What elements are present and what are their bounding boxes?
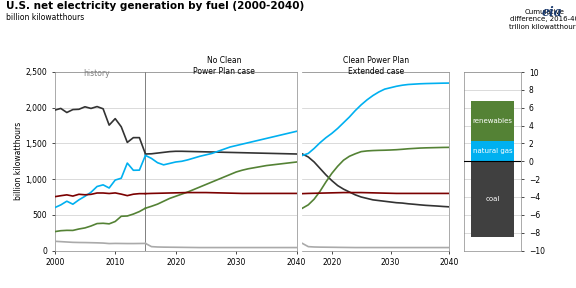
Text: Clean Power Plan
Extended case: Clean Power Plan Extended case: [343, 56, 409, 76]
Text: history: history: [84, 69, 111, 78]
Bar: [471, 101, 514, 141]
Text: coal: coal: [303, 149, 317, 156]
Text: natural gas: natural gas: [303, 127, 342, 133]
Bar: [471, 141, 514, 161]
Text: U.S. net electricity generation by fuel (2000-2040): U.S. net electricity generation by fuel …: [6, 1, 304, 12]
Text: renewables: renewables: [472, 118, 513, 124]
Text: natural gas: natural gas: [473, 148, 512, 154]
Text: coal: coal: [486, 196, 499, 202]
Text: other: other: [303, 244, 321, 250]
Bar: [471, 161, 514, 237]
Text: Cumulative
difference, 2016-40
trilion kilowatthours: Cumulative difference, 2016-40 trilion k…: [509, 9, 576, 30]
Text: eia: eia: [541, 6, 562, 19]
Text: renewables: renewables: [303, 158, 343, 164]
Y-axis label: billion kilowatthours: billion kilowatthours: [14, 122, 22, 200]
Text: nuclear: nuclear: [303, 195, 329, 201]
Text: No Clean
Power Plan case: No Clean Power Plan case: [193, 56, 255, 76]
Text: billion kilowatthours: billion kilowatthours: [6, 13, 84, 22]
